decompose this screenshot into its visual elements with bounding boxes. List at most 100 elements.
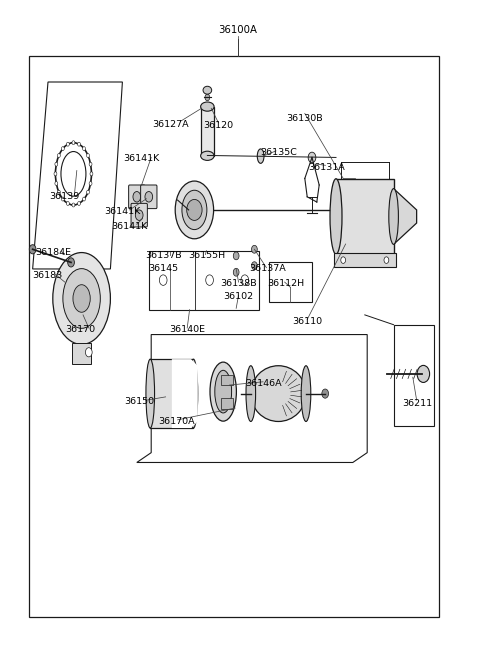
Circle shape — [61, 197, 64, 201]
Text: 36183: 36183 — [32, 271, 62, 280]
Text: 36137A: 36137A — [250, 264, 286, 274]
Circle shape — [159, 275, 167, 285]
Circle shape — [89, 182, 92, 186]
Text: 36131A: 36131A — [308, 163, 345, 172]
Circle shape — [252, 245, 257, 253]
Circle shape — [206, 275, 214, 285]
Ellipse shape — [201, 102, 214, 111]
Ellipse shape — [63, 268, 100, 328]
Ellipse shape — [189, 359, 198, 428]
FancyBboxPatch shape — [141, 185, 157, 209]
Circle shape — [252, 262, 257, 270]
Text: 36139: 36139 — [49, 192, 80, 201]
Bar — [150, 359, 193, 428]
Circle shape — [384, 256, 389, 263]
Bar — [336, 178, 394, 254]
Ellipse shape — [53, 253, 110, 344]
FancyBboxPatch shape — [131, 203, 147, 227]
Text: 36146A: 36146A — [245, 379, 281, 388]
Circle shape — [233, 252, 239, 260]
Circle shape — [55, 182, 58, 186]
Circle shape — [58, 190, 60, 194]
Circle shape — [187, 199, 202, 220]
Text: 36127A: 36127A — [152, 120, 189, 129]
Circle shape — [135, 210, 143, 220]
Circle shape — [205, 94, 210, 100]
Ellipse shape — [301, 365, 311, 421]
FancyBboxPatch shape — [129, 185, 145, 209]
Text: 36112H: 36112H — [267, 279, 304, 288]
Bar — [72, 343, 91, 364]
Bar — [221, 375, 233, 385]
Ellipse shape — [389, 188, 398, 244]
Bar — [201, 106, 214, 155]
Text: 36110: 36110 — [292, 317, 322, 326]
Circle shape — [29, 245, 36, 254]
Bar — [269, 262, 312, 302]
Bar — [221, 398, 233, 409]
Circle shape — [72, 203, 75, 207]
Ellipse shape — [146, 359, 155, 428]
Ellipse shape — [203, 86, 212, 94]
Circle shape — [233, 268, 239, 276]
Text: 36150: 36150 — [124, 397, 154, 406]
Ellipse shape — [201, 151, 214, 160]
Text: 36141K: 36141K — [104, 207, 141, 216]
Circle shape — [83, 147, 85, 151]
Circle shape — [66, 142, 69, 146]
Circle shape — [341, 256, 346, 263]
Text: 36100A: 36100A — [218, 24, 257, 35]
Text: 36137B: 36137B — [145, 251, 181, 260]
Circle shape — [54, 172, 57, 176]
Ellipse shape — [215, 370, 232, 413]
Circle shape — [145, 192, 153, 202]
Circle shape — [86, 154, 89, 157]
Circle shape — [86, 190, 89, 194]
Text: 36155H: 36155H — [188, 251, 225, 260]
Text: 36138B: 36138B — [220, 279, 257, 288]
Text: 36145: 36145 — [148, 264, 178, 274]
Circle shape — [58, 154, 60, 157]
Text: 36211: 36211 — [403, 399, 432, 408]
Circle shape — [308, 152, 316, 163]
Bar — [149, 251, 259, 310]
Ellipse shape — [257, 149, 264, 163]
Polygon shape — [172, 359, 198, 428]
Text: 36141K: 36141K — [111, 222, 148, 231]
Text: 36170A: 36170A — [158, 417, 195, 426]
Ellipse shape — [73, 285, 90, 312]
Text: 36120: 36120 — [204, 121, 233, 131]
Bar — [334, 253, 396, 268]
Ellipse shape — [182, 190, 207, 230]
Circle shape — [133, 192, 141, 202]
Circle shape — [241, 275, 249, 285]
Polygon shape — [394, 189, 417, 244]
Text: 36141K: 36141K — [123, 154, 160, 163]
Circle shape — [78, 201, 81, 205]
Circle shape — [85, 348, 92, 357]
Circle shape — [78, 142, 81, 146]
Circle shape — [83, 197, 85, 201]
Circle shape — [61, 147, 64, 151]
Circle shape — [72, 141, 75, 145]
Ellipse shape — [210, 362, 236, 421]
Bar — [29, 56, 439, 617]
Ellipse shape — [246, 365, 256, 421]
Circle shape — [322, 389, 328, 398]
Text: 36140E: 36140E — [169, 325, 205, 334]
Text: 36130B: 36130B — [287, 113, 323, 123]
Text: 36170: 36170 — [66, 325, 96, 334]
Circle shape — [66, 201, 69, 205]
Text: 36184E: 36184E — [35, 248, 71, 257]
Text: 36102: 36102 — [224, 292, 253, 301]
Circle shape — [68, 258, 74, 267]
Circle shape — [90, 172, 93, 176]
Ellipse shape — [251, 365, 306, 421]
Circle shape — [89, 162, 92, 166]
Circle shape — [417, 365, 430, 382]
Ellipse shape — [175, 181, 214, 239]
Ellipse shape — [330, 178, 342, 254]
Circle shape — [55, 162, 58, 166]
Text: 36135C: 36135C — [260, 148, 297, 157]
Bar — [394, 325, 434, 426]
